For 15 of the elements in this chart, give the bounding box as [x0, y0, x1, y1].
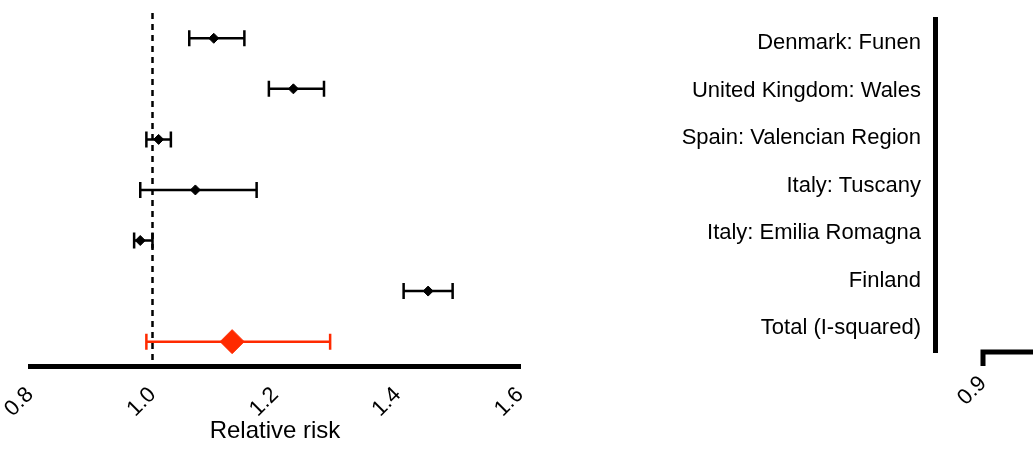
category-label: Italy: Emilia Romagna	[707, 219, 922, 245]
text: 0.9	[951, 370, 991, 410]
point	[153, 133, 165, 145]
x-tick-label: 1.0	[121, 381, 161, 421]
category-label: Denmark: Funen	[757, 29, 921, 55]
category-label: United Kingdom: Wales	[691, 76, 921, 102]
category-label: Spain: Valencian Region	[681, 124, 921, 150]
x-tick-label: 1.4	[366, 381, 406, 421]
point	[219, 329, 245, 355]
category-label: Italy: Tuscany	[786, 171, 921, 197]
category-label: Finland	[848, 266, 921, 292]
point	[134, 235, 146, 247]
x-tick-label: 0.8	[0, 381, 38, 421]
category-label: Total (I-squared)	[760, 314, 921, 340]
x-tick-label: 1.6	[488, 381, 528, 421]
